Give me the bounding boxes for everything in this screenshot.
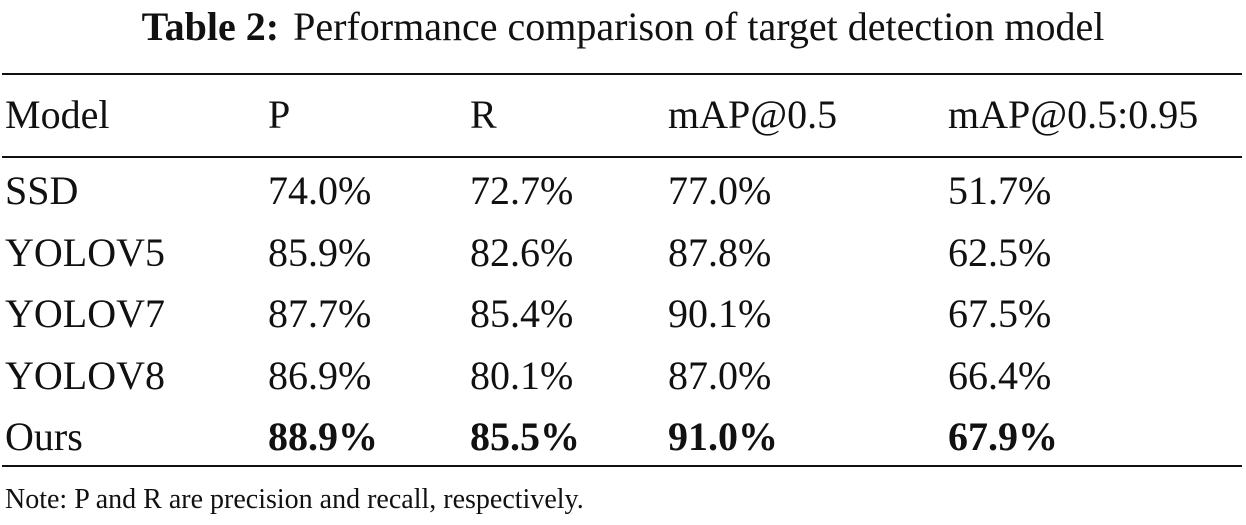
cell-r: 82.6% <box>470 229 574 275</box>
table-header-row: Model P R mAP@0.5 mAP@0.5:0.95 <box>0 84 1246 146</box>
header-map50: mAP@0.5 <box>668 92 838 137</box>
cell-p: 88.9% <box>268 414 378 459</box>
table-row: YOLOV8 86.9% 80.1% 87.0% 66.4% <box>0 345 1246 407</box>
caption-text: Performance comparison of target detecti… <box>293 4 1105 49</box>
cell-model: YOLOV5 <box>5 229 165 275</box>
cell-map5095: 66.4% <box>948 352 1052 398</box>
cell-map50: 87.8% <box>668 229 772 275</box>
top-rule <box>2 73 1242 75</box>
cell-model: YOLOV7 <box>5 291 165 336</box>
table-caption: Table 2: Performance comparison of target… <box>0 2 1246 52</box>
table-row: YOLOV5 85.9% 82.6% 87.8% 62.5% <box>0 222 1246 284</box>
cell-map50: 77.0% <box>668 168 772 213</box>
header-rule <box>2 156 1242 158</box>
cell-map50: 87.0% <box>668 352 772 398</box>
cell-p: 85.9% <box>268 229 372 275</box>
table-row: SSD 74.0% 72.7% 77.0% 51.7% <box>0 160 1246 222</box>
cell-model: YOLOV8 <box>5 352 165 398</box>
header-map5095: mAP@0.5:0.95 <box>948 92 1199 137</box>
table-row: YOLOV7 87.7% 85.4% 90.1% 67.5% <box>0 283 1246 345</box>
table-note: Note: P and R are precision and recall, … <box>5 484 584 515</box>
cell-p: 86.9% <box>268 352 372 398</box>
cell-p: 87.7% <box>268 291 372 336</box>
cell-model: SSD <box>5 168 79 213</box>
cell-r: 85.4% <box>470 291 574 336</box>
header-r: R <box>470 92 497 137</box>
header-model: Model <box>5 92 110 137</box>
cell-r: 72.7% <box>470 168 574 213</box>
cell-map5095: 67.9% <box>948 414 1058 459</box>
header-p: P <box>268 92 291 137</box>
cell-map50: 90.1% <box>668 291 772 336</box>
cell-map5095: 62.5% <box>948 229 1052 275</box>
table-row: Ours 88.9% 85.5% 91.0% 67.9% <box>0 406 1246 468</box>
cell-map5095: 67.5% <box>948 291 1052 336</box>
bottom-rule <box>2 465 1242 467</box>
cell-p: 74.0% <box>268 168 372 213</box>
cell-r: 80.1% <box>470 352 574 398</box>
cell-model: Ours <box>5 414 83 459</box>
cell-map5095: 51.7% <box>948 168 1052 213</box>
cell-r: 85.5% <box>470 414 580 459</box>
cell-map50: 91.0% <box>668 414 778 459</box>
caption-label: Table 2: <box>141 4 280 49</box>
